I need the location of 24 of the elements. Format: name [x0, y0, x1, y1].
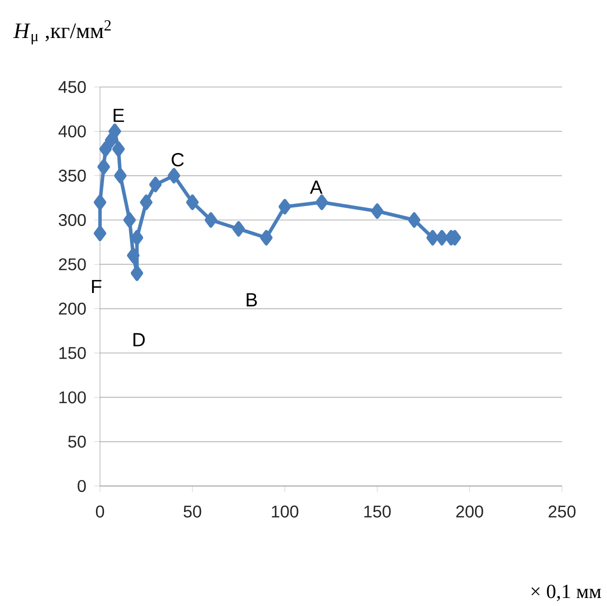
x-tick-label: 50 — [184, 506, 202, 518]
y-tick-label: 300 — [58, 214, 86, 226]
y-tick-label: 400 — [58, 125, 86, 138]
annotation: E — [114, 108, 124, 122]
y-tick-label: 350 — [58, 170, 86, 182]
y-axis-title: H$_{μ}$ ,кг/мм$^{2}$ — [13, 20, 111, 44]
y-tick-label: 100 — [59, 391, 86, 404]
y-tick-label: 0 — [78, 480, 86, 492]
x-tick-label: 0 — [96, 506, 104, 518]
y-tick-label: 450 — [58, 80, 86, 94]
annotation: D — [134, 333, 145, 346]
y-tick-label: 50 — [68, 436, 86, 448]
annotation: C — [172, 152, 184, 166]
x-axis-title: × 0,1 мм — [531, 584, 602, 602]
y-tick-label: 200 — [58, 302, 86, 315]
annotation: B — [246, 293, 257, 306]
x-tick-label: 200 — [456, 506, 484, 518]
y-tick-label: 250 — [58, 258, 86, 270]
x-tick-label: 150 — [364, 506, 391, 518]
y-tick-label: 150 — [59, 346, 86, 360]
x-tick-label: 100 — [272, 506, 298, 518]
annotation: F — [92, 280, 102, 294]
x-tick-label: 250 — [548, 506, 576, 518]
annotation: A — [310, 180, 323, 194]
